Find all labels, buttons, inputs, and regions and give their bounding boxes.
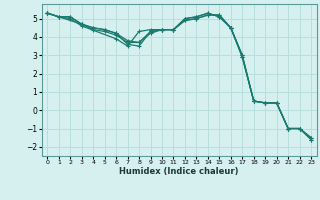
X-axis label: Humidex (Indice chaleur): Humidex (Indice chaleur)	[119, 167, 239, 176]
